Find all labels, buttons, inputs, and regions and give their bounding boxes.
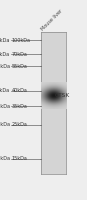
- Text: 55kDa: 55kDa: [12, 64, 27, 69]
- Text: 15kDa: 15kDa: [0, 156, 10, 161]
- Text: 70kDa: 70kDa: [0, 52, 10, 57]
- Text: 55kDa: 55kDa: [0, 64, 10, 69]
- Text: 70kDa: 70kDa: [12, 52, 27, 57]
- Text: 35kDa: 35kDa: [0, 104, 10, 109]
- Text: 100kDa: 100kDa: [0, 38, 10, 43]
- Text: 25kDa: 25kDa: [12, 122, 27, 127]
- Text: 40kDa: 40kDa: [0, 88, 10, 93]
- Text: 35kDa: 35kDa: [12, 104, 27, 109]
- Bar: [41, 32, 66, 174]
- Text: 15kDa: 15kDa: [12, 156, 27, 161]
- Text: Mouse liver: Mouse liver: [40, 8, 63, 31]
- Text: 25kDa: 25kDa: [0, 122, 10, 127]
- Text: CTSK: CTSK: [54, 93, 70, 98]
- Text: 100kDa: 100kDa: [12, 38, 31, 43]
- Text: 40kDa: 40kDa: [12, 88, 27, 93]
